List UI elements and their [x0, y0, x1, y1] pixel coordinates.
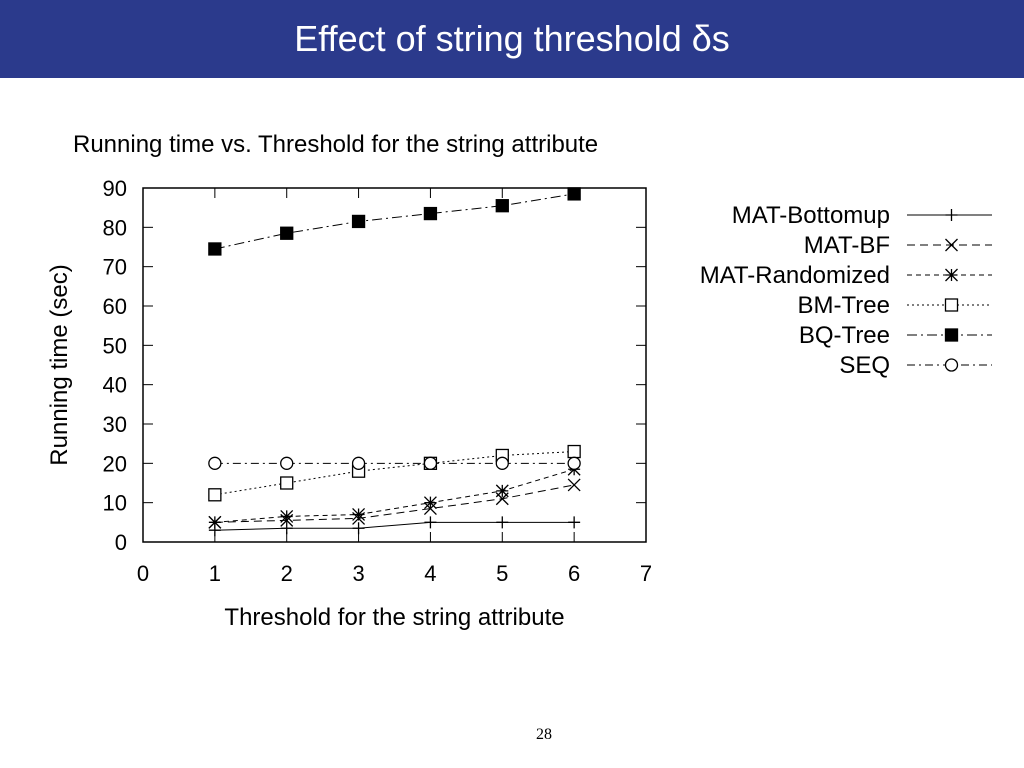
x-tick-label: 2: [281, 561, 293, 586]
slide-title: Effect of string threshold δs: [294, 18, 730, 59]
series-line-mat-randomized: [214, 468, 575, 523]
legend-marker-bm-tree: [944, 298, 959, 312]
y-tick-label: 70: [103, 255, 127, 280]
x-tick-label: 6: [568, 561, 580, 586]
data-point-seq: [208, 456, 222, 470]
y-axis-label: Running time (sec): [46, 264, 73, 465]
data-point-bm-tree: [208, 488, 222, 502]
data-point-mat-randomized: [208, 515, 222, 529]
legend-label-mat-bf: MAT-BF: [804, 232, 890, 259]
series-line-mat-bf: [214, 484, 575, 523]
data-point-seq: [495, 456, 509, 470]
legend-marker-mat-bottomup: [945, 209, 958, 221]
y-tick-label: 40: [103, 373, 127, 398]
legend-label-bm-tree: BM-Tree: [798, 292, 890, 319]
data-point-mat-bottomup: [568, 516, 581, 529]
data-point-bq-tree: [280, 226, 294, 240]
data-point-seq: [280, 456, 294, 470]
data-point-mat-randomized: [352, 508, 366, 521]
y-tick-label: 20: [103, 451, 127, 476]
data-point-mat-bottomup: [352, 522, 365, 535]
data-point-seq: [423, 456, 438, 470]
data-point-bm-tree: [567, 444, 581, 459]
data-point-seq: [351, 456, 366, 470]
data-point-bq-tree: [351, 214, 366, 229]
x-tick-label: 4: [424, 561, 436, 586]
y-tick-label: 50: [103, 333, 127, 358]
x-tick-label: 5: [496, 561, 508, 586]
x-axis-label: Threshold for the string attribute: [224, 604, 564, 631]
series-line-bq-tree: [214, 193, 575, 250]
x-tick-label: 7: [640, 561, 652, 586]
y-tick-label: 10: [103, 491, 127, 516]
data-point-mat-randomized: [423, 496, 437, 510]
legend-label-mat-bottomup: MAT-Bottomup: [732, 202, 890, 229]
chart-title: Running time vs. Threshold for the strin…: [73, 131, 598, 158]
x-tick-label: 1: [209, 561, 221, 586]
data-point-bq-tree: [567, 187, 581, 201]
data-point-mat-bf: [567, 478, 581, 492]
legend-marker-bq-tree: [944, 328, 959, 342]
legend-marker-mat-randomized: [945, 268, 958, 282]
y-tick-label: 90: [103, 176, 127, 201]
data-point-mat-bottomup: [280, 522, 293, 535]
legend-label-seq: SEQ: [839, 352, 890, 379]
slide-header: Effect of string threshold δs: [0, 0, 1024, 78]
legend-label-bq-tree: BQ-Tree: [799, 322, 890, 349]
data-point-bq-tree: [208, 242, 222, 256]
data-point-mat-randomized: [280, 509, 294, 523]
data-point-mat-randomized: [495, 484, 509, 498]
data-point-bq-tree: [423, 206, 438, 221]
x-tick-label: 3: [352, 561, 364, 586]
data-point-bm-tree: [280, 476, 294, 490]
y-tick-label: 80: [103, 215, 127, 240]
x-tick-label: 0: [137, 561, 149, 586]
data-point-seq: [567, 456, 581, 470]
y-tick-label: 0: [115, 530, 127, 555]
series-line-bm-tree: [214, 451, 575, 496]
legend-marker-seq: [944, 358, 959, 372]
legend-label-mat-randomized: MAT-Randomized: [700, 262, 890, 289]
y-tick-label: 30: [103, 412, 127, 437]
data-point-bq-tree: [495, 199, 509, 213]
page-number: 28: [536, 726, 552, 743]
legend-marker-mat-bf: [945, 238, 958, 252]
plot-frame: [142, 187, 647, 543]
data-point-mat-bottomup: [496, 516, 509, 529]
y-tick-label: 60: [103, 294, 127, 319]
series-line-mat-bottomup: [214, 521, 575, 531]
data-point-mat-bottomup: [424, 516, 437, 529]
